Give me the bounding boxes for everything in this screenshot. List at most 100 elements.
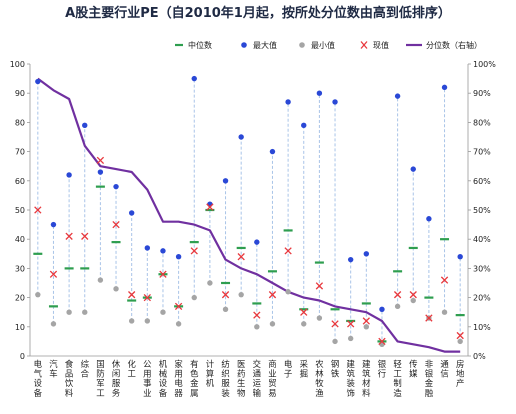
y-tick-label-left: 20	[15, 294, 25, 303]
current-marker-stroke	[159, 270, 167, 278]
category-label: 食品饮料	[65, 359, 74, 398]
category-label: 医药生物	[237, 359, 245, 398]
current-marker	[268, 291, 277, 299]
min-marker	[191, 294, 197, 301]
category-label: 机械设备	[159, 359, 168, 398]
max-marker	[332, 99, 338, 105]
current-marker-stroke	[393, 291, 402, 299]
y-tick-label-right: 0%	[473, 352, 486, 361]
current-marker	[112, 220, 120, 229]
current-marker	[190, 247, 198, 255]
y-tick-label-right: 90%	[473, 89, 491, 98]
min-marker	[269, 321, 276, 327]
current-marker-stroke	[284, 247, 292, 255]
max-marker	[269, 148, 276, 155]
legend-item: 最大值	[241, 40, 277, 50]
legend-item: 最小值	[299, 40, 335, 50]
current-marker	[221, 291, 230, 299]
chart-legend: 中位数 最大值 最小值 现值 分位数（右轴）	[175, 40, 482, 50]
y-tick-label-left: 70	[15, 148, 25, 157]
y-tick-label-right: 50%	[473, 206, 491, 215]
min-marker	[35, 291, 41, 298]
min-marker	[441, 309, 448, 315]
max-marker	[97, 169, 104, 175]
current-marker-stroke	[300, 308, 308, 316]
category-label: 钢铁	[331, 359, 340, 379]
min-marker	[238, 291, 244, 298]
legend-item: 中位数	[175, 40, 212, 50]
legend-label: 中位数	[188, 40, 212, 50]
min-marker	[410, 297, 416, 304]
category-labels: 电气设备汽车食品饮料综合国防军工休闲服务化工公用事业机械设备家用电器有色金属计算…	[34, 359, 465, 398]
min-marker	[332, 338, 338, 345]
current-marker	[409, 291, 417, 299]
current-marker-stroke	[49, 270, 58, 278]
current-marker-stroke	[190, 247, 198, 255]
current-marker	[331, 320, 339, 328]
max-marker	[441, 84, 448, 91]
max-marker	[347, 256, 354, 263]
category-label: 电气设备	[34, 359, 43, 398]
category-label: 计算机	[206, 359, 215, 388]
current-marker-stroke	[331, 320, 339, 328]
category-label: 采掘	[300, 359, 309, 379]
legend-label: 现值	[373, 40, 389, 50]
category-label: 建筑材料	[362, 359, 371, 398]
min-marker	[285, 289, 291, 295]
current-marker-stroke	[456, 331, 464, 340]
category-label: 轻工制造	[393, 359, 402, 398]
min-marker	[66, 309, 72, 315]
max-marker	[82, 122, 88, 129]
current-marker	[378, 337, 386, 346]
current-marker-stroke	[425, 314, 433, 322]
current-marker	[96, 156, 105, 165]
y-tick-label-right: 30%	[473, 264, 491, 273]
min-marker	[207, 280, 213, 286]
percentile-line	[37, 77, 461, 353]
y-tick-label-left: 80	[15, 118, 25, 127]
min-marker	[144, 318, 151, 324]
max-marker	[379, 306, 385, 312]
current-marker-stroke	[378, 337, 386, 346]
y-tick-label-left: 0	[20, 352, 25, 361]
current-marker-stroke	[440, 276, 449, 284]
current-marker	[128, 291, 136, 299]
max-marker	[301, 122, 307, 129]
max-marker	[254, 239, 260, 245]
max-marker	[410, 166, 416, 172]
y-tick-label-left: 10	[15, 323, 25, 332]
y-tick-label-right: 100%	[473, 60, 496, 69]
y-tick-label-right: 10%	[473, 323, 491, 332]
min-marker	[394, 303, 401, 310]
current-marker	[456, 331, 464, 340]
min-marker	[254, 324, 260, 330]
category-label: 休闲服务	[112, 359, 121, 398]
current-marker	[206, 203, 214, 211]
current-marker	[65, 232, 73, 240]
category-label: 综合	[81, 359, 90, 379]
current-marker	[159, 270, 167, 278]
max-marker	[66, 172, 72, 178]
chart-axes: 0 10 20 30 40 50 60 70 80 90 100 0% 10% 20% 30% 40% 50% 6…	[10, 60, 497, 361]
category-label: 通信	[440, 359, 449, 379]
category-label: 交通运输	[253, 359, 262, 398]
current-marker-stroke	[315, 282, 324, 290]
category-label: 建筑装饰	[346, 359, 355, 398]
max-marker	[128, 210, 135, 216]
category-label: 房地产	[456, 359, 465, 388]
category-label: 家用电器	[174, 359, 183, 398]
max-marker	[35, 78, 41, 85]
category-label: 非银金融	[425, 359, 434, 398]
y-tick-label-left: 40	[15, 235, 25, 244]
current-marker	[315, 282, 324, 290]
current-marker-stroke	[409, 291, 417, 299]
max-marker	[222, 178, 229, 184]
current-marker	[440, 276, 449, 284]
category-label: 化工	[127, 359, 136, 379]
current-marker	[34, 206, 42, 214]
max-marker	[363, 251, 370, 257]
current-marker-stroke	[96, 156, 105, 165]
min-marker	[82, 309, 88, 315]
current-marker	[49, 270, 58, 278]
current-marker-stroke	[237, 253, 245, 261]
